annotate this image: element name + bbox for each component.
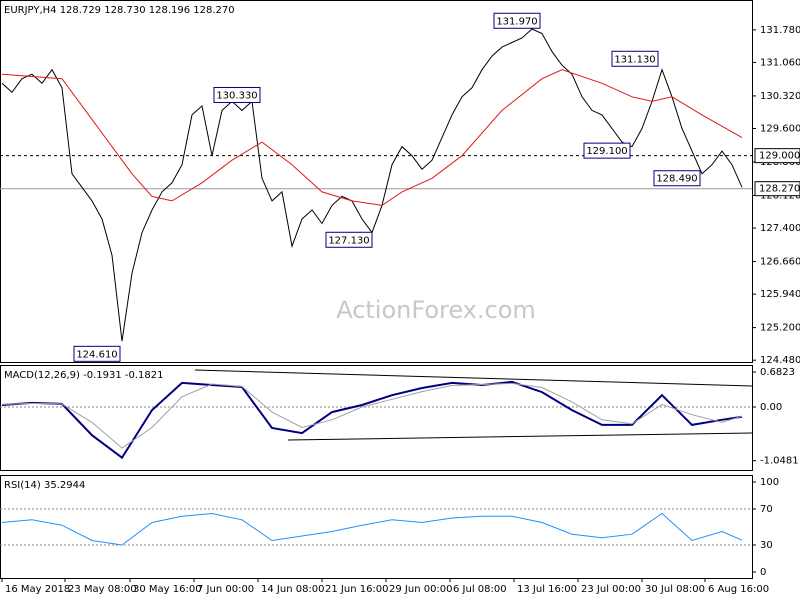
price-line-box — [754, 148, 800, 164]
y-tick-label: 127.400 — [760, 223, 800, 234]
y-tick-label: 125.200 — [760, 323, 800, 334]
price-annotation-label: 124.610 — [76, 349, 117, 360]
panel-frame — [0, 475, 753, 579]
price-annotation-label: 131.970 — [496, 16, 537, 27]
x-tick-label: 23 Jul 00:00 — [581, 584, 641, 595]
x-tick-label: 21 Jun 16:00 — [325, 584, 389, 595]
price-line-label: 128.270 — [759, 184, 800, 195]
series-line — [1, 382, 743, 449]
y-tick-label: 131.060 — [760, 57, 800, 68]
y-tick-label: -1.0481 — [760, 456, 799, 467]
price-annotation-box — [653, 170, 701, 187]
x-tick-label: 14 Jun 08:00 — [261, 584, 325, 595]
price-annotation-box — [583, 142, 631, 159]
watermark: ActionForex.com — [336, 296, 536, 324]
price-annotation-label: 130.330 — [216, 90, 257, 101]
y-tick-label: 126.660 — [760, 257, 800, 268]
price-annotation-label: 128.490 — [656, 174, 697, 185]
price-annotation-label: 131.130 — [614, 54, 655, 65]
y-tick-label: 0.6823 — [760, 367, 795, 378]
y-tick-label: 70 — [760, 504, 773, 515]
price-annotation-box — [611, 50, 659, 67]
x-tick-label: 13 Jul 16:00 — [517, 584, 577, 595]
price-annotation-label: 129.100 — [586, 146, 627, 157]
macd-trendline — [194, 369, 753, 387]
series-line — [1, 380, 743, 460]
x-tick-label: 29 Jun 00:00 — [389, 584, 453, 595]
y-tick-label: 100 — [760, 477, 779, 488]
y-tick-label: 0.00 — [760, 402, 782, 413]
y-tick-label: 130.320 — [760, 91, 800, 102]
macd-trendline — [287, 432, 753, 441]
panel-frame — [0, 365, 753, 471]
price-annotation-box — [493, 12, 541, 29]
x-tick-label: 6 Aug 16:00 — [708, 584, 769, 595]
y-tick-label: 125.940 — [760, 289, 800, 300]
series-line — [1, 512, 743, 546]
price-line-box — [754, 181, 800, 197]
y-tick-label: 0 — [760, 567, 766, 578]
y-tick-label: 131.780 — [760, 25, 800, 36]
panel-title: RSI(14) 35.2944 — [4, 480, 85, 491]
panel-title: EURJPY,H4 128.729 128.730 128.196 128.27… — [4, 5, 235, 16]
x-tick-label: 6 Jul 08:00 — [453, 584, 507, 595]
y-tick-label: 124.480 — [760, 355, 800, 366]
price-annotation-box — [73, 345, 121, 362]
x-tick-label: 16 May 2018 — [5, 584, 70, 595]
price-annotation-box — [325, 231, 373, 248]
panel-title: MACD(12,26,9) -0.1931 -0.1821 — [4, 370, 164, 381]
price-annotation-box — [213, 86, 261, 103]
y-tick-label: 30 — [760, 540, 773, 551]
x-tick-label: 23 May 08:00 — [68, 584, 137, 595]
price-line-label: 129.000 — [759, 151, 800, 162]
x-tick-label: 7 Jun 00:00 — [197, 584, 254, 595]
x-tick-label: 30 Jul 08:00 — [645, 584, 705, 595]
y-tick-label: 129.600 — [760, 124, 800, 135]
panel-frame — [0, 0, 753, 363]
x-tick-label: 30 May 16:00 — [133, 584, 202, 595]
price-annotation-label: 127.130 — [328, 235, 369, 246]
series-line — [1, 69, 743, 206]
